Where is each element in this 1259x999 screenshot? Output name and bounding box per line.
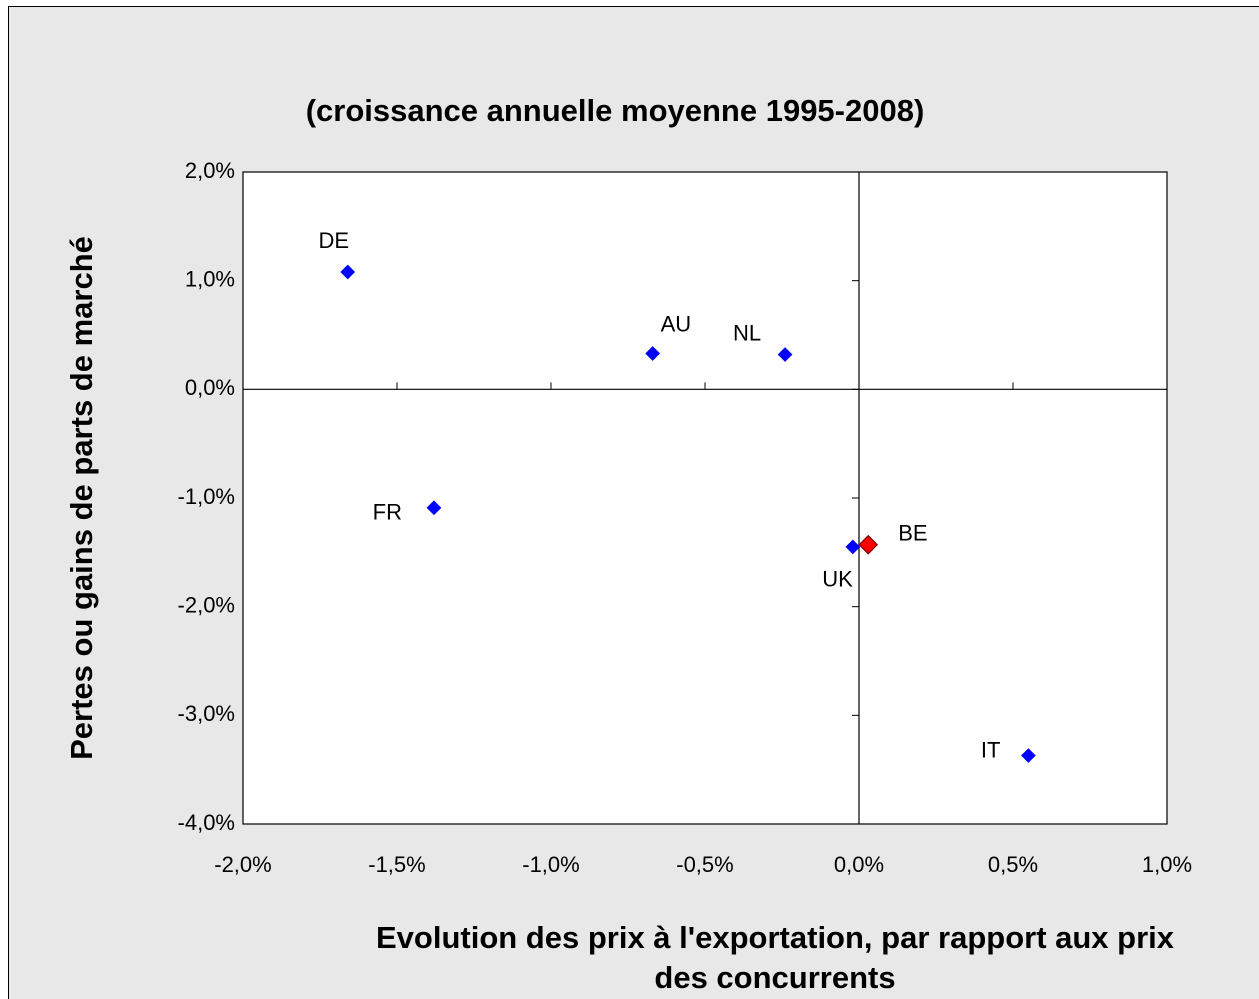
y-tick-label: -1,0% (178, 484, 235, 509)
y-tick-label: 0,0% (185, 375, 235, 400)
y-tick-label: 1,0% (185, 266, 235, 291)
point (340, 264, 356, 280)
x-axis-label: des concurrents (654, 960, 895, 995)
chart-title: (croissance annuelle moyenne 1995-2008) (306, 93, 925, 128)
point (845, 539, 861, 555)
point-label: FR (373, 500, 402, 525)
x-tick-label: -0,5% (676, 852, 733, 877)
point (426, 500, 442, 516)
y-tick-label: 2,0% (185, 158, 235, 183)
point (1021, 748, 1036, 763)
x-tick-label: -1,0% (522, 852, 579, 877)
point-label: UK (822, 567, 853, 592)
y-tick-label: -4,0% (178, 810, 235, 835)
x-axis-label: Evolution des prix à l'exportation, par … (376, 920, 1175, 955)
point-label: DE (318, 228, 349, 253)
point (777, 347, 793, 362)
x-tick-label: -1,5% (368, 852, 425, 877)
y-tick-label: -2,0% (178, 592, 235, 617)
point-label: BE (898, 521, 927, 546)
point-label: NL (733, 320, 761, 345)
y-tick-label: -3,0% (178, 701, 235, 726)
plot-area (242, 171, 1168, 825)
x-tick-label: -2,0% (214, 852, 271, 877)
point (858, 534, 879, 555)
point-label: AU (661, 311, 692, 336)
y-axis-label: Pertes ou gains de parts de marché (64, 236, 99, 760)
x-tick-label: 1,0% (1142, 852, 1192, 877)
x-tick-label: 0,5% (988, 852, 1038, 877)
x-tick-label: 0,0% (834, 852, 884, 877)
point-label: IT (981, 737, 1001, 762)
point (645, 346, 660, 361)
